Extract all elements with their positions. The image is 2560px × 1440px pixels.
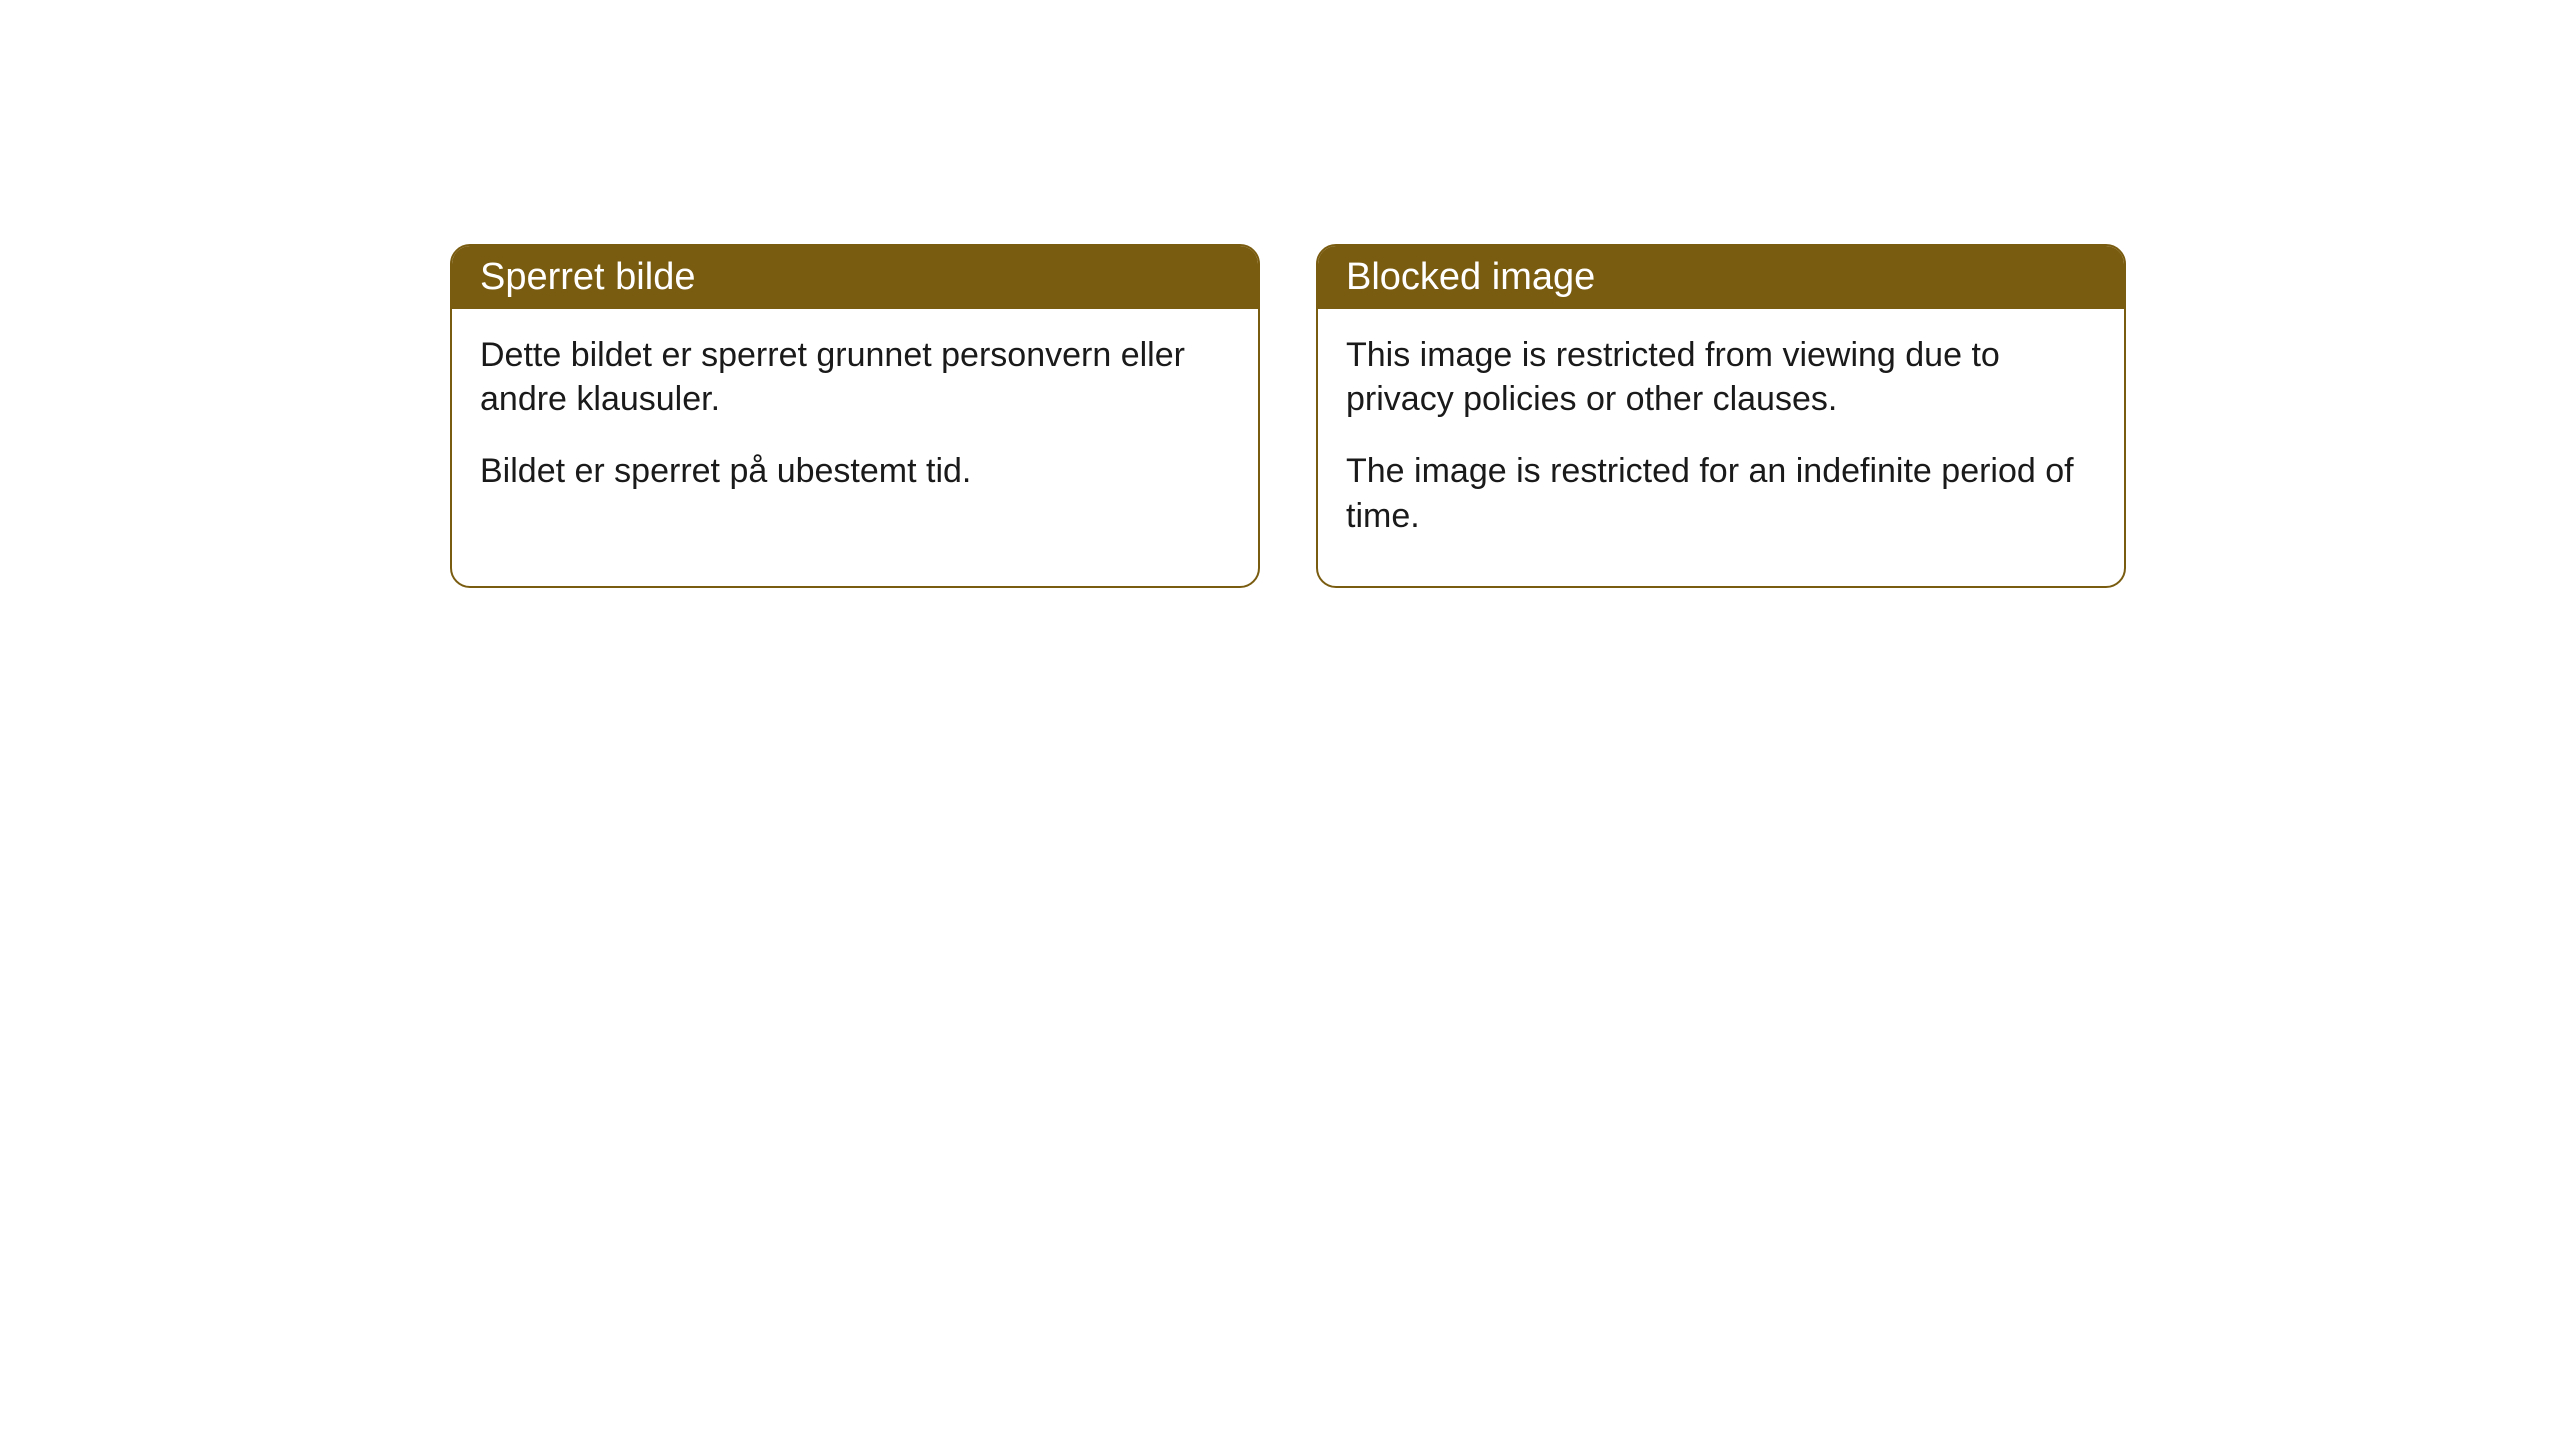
card-body-english: This image is restricted from viewing du… — [1318, 309, 2124, 586]
blocked-card-english: Blocked image This image is restricted f… — [1316, 244, 2126, 588]
card-body-norwegian: Dette bildet er sperret grunnet personve… — [452, 309, 1258, 542]
card-title-english: Blocked image — [1346, 256, 1595, 298]
card-text-norwegian-2: Bildet er sperret på ubestemt tid. — [480, 449, 1230, 493]
card-text-norwegian-1: Dette bildet er sperret grunnet personve… — [480, 333, 1230, 421]
blocked-card-norwegian: Sperret bilde Dette bildet er sperret gr… — [450, 244, 1260, 588]
card-text-english-2: The image is restricted for an indefinit… — [1346, 449, 2096, 537]
card-header-norwegian: Sperret bilde — [452, 246, 1258, 309]
card-header-english: Blocked image — [1318, 246, 2124, 309]
card-text-english-1: This image is restricted from viewing du… — [1346, 333, 2096, 421]
notice-container: Sperret bilde Dette bildet er sperret gr… — [450, 244, 2126, 588]
card-title-norwegian: Sperret bilde — [480, 256, 695, 298]
